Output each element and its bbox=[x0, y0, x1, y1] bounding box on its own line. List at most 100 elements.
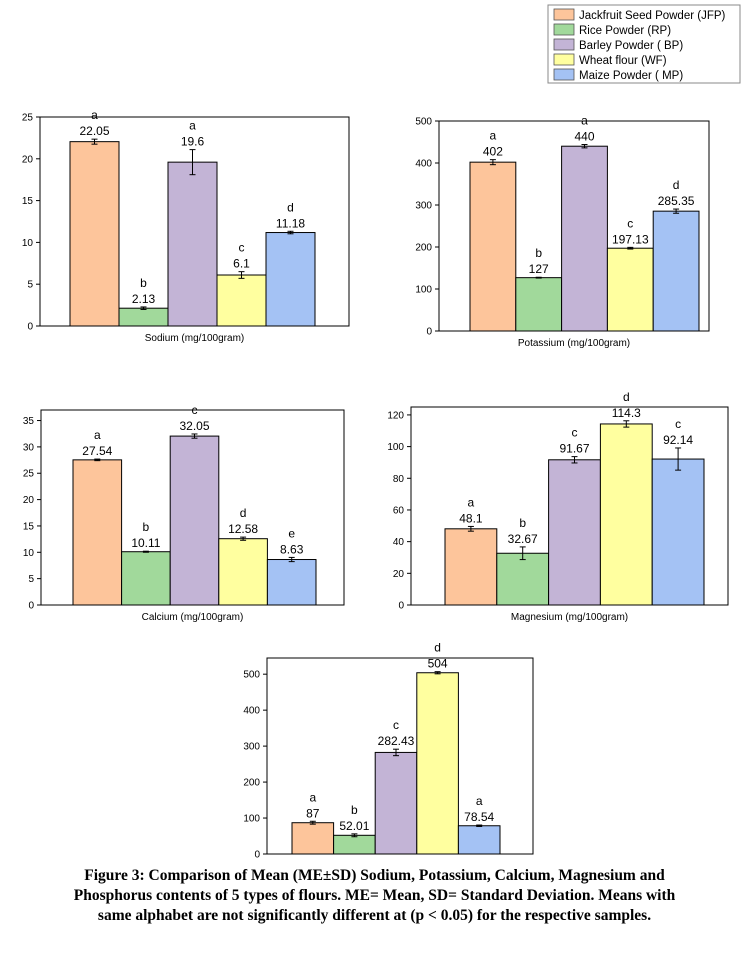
bar bbox=[607, 248, 653, 331]
y-tick-label: 400 bbox=[415, 159, 432, 170]
y-tick-label: 100 bbox=[415, 285, 432, 296]
y-tick-label: 300 bbox=[415, 201, 432, 212]
y-tick-label: 0 bbox=[27, 322, 33, 333]
x-axis-label: Calcium (mg/100gram) bbox=[142, 612, 244, 623]
bar bbox=[168, 162, 217, 326]
data-label: 92.14 bbox=[663, 433, 693, 447]
y-tick-label: 15 bbox=[23, 521, 35, 532]
significance-letter: c bbox=[239, 241, 245, 255]
caption-line-1: Figure 3: Comparison of Mean (ME±SD) Sod… bbox=[10, 866, 739, 886]
legend-label: Maize Powder ( MP) bbox=[579, 70, 683, 82]
legend-swatch bbox=[554, 9, 574, 20]
figure-caption: Figure 3: Comparison of Mean (ME±SD) Sod… bbox=[10, 866, 739, 926]
bar bbox=[292, 823, 334, 854]
significance-letter: c bbox=[192, 403, 198, 417]
y-tick-label: 20 bbox=[22, 154, 34, 165]
bar bbox=[562, 146, 608, 331]
bar bbox=[470, 162, 516, 331]
x-axis-label: Potassium (mg/100gram) bbox=[518, 338, 630, 349]
chart-panel: 010020030040050087a52.01b282.43c504d78.5… bbox=[243, 641, 533, 860]
bar bbox=[652, 459, 704, 605]
y-tick-label: 0 bbox=[398, 601, 404, 612]
significance-letter: d bbox=[434, 641, 441, 655]
bar bbox=[334, 835, 376, 854]
chart-panel: 0 5 10 15 20 25 30 35 27.54 a 10.11 b 32.05 c 12.58 d 8.… bbox=[23, 403, 344, 623]
y-tick-label: 80 bbox=[393, 474, 405, 485]
y-tick-label: 500 bbox=[415, 117, 432, 128]
y-tick-label: 20 bbox=[393, 569, 405, 580]
bar bbox=[549, 460, 601, 605]
legend-label: Barley Powder ( BP) bbox=[579, 40, 683, 52]
y-tick-label: 35 bbox=[23, 416, 35, 427]
y-tick-label: 200 bbox=[243, 778, 260, 789]
y-tick-label: 0 bbox=[28, 601, 34, 612]
chart-panel: 0 20 40 60 80 100 120 48.1 a 32.67 b 91.67 c 114.3 d 92… bbox=[387, 390, 728, 623]
bar bbox=[653, 211, 699, 331]
significance-letter: a bbox=[581, 114, 588, 128]
data-label: 285.35 bbox=[658, 194, 695, 208]
data-label: 32.67 bbox=[508, 532, 538, 546]
bar bbox=[70, 142, 119, 326]
legend-swatch bbox=[554, 54, 574, 65]
y-tick-label: 25 bbox=[22, 113, 34, 124]
significance-letter: a bbox=[309, 790, 316, 804]
bar bbox=[516, 278, 562, 331]
bar bbox=[170, 436, 219, 605]
data-label: 6.1 bbox=[233, 257, 250, 271]
significance-letter: d bbox=[673, 178, 680, 192]
data-label: 2.13 bbox=[132, 292, 156, 306]
data-label: 114.3 bbox=[612, 406, 641, 420]
significance-letter: c bbox=[627, 216, 633, 230]
y-tick-label: 40 bbox=[393, 537, 405, 548]
y-tick-label: 25 bbox=[23, 469, 35, 480]
data-label: 402 bbox=[483, 145, 503, 159]
data-label: 10.11 bbox=[131, 536, 160, 550]
data-label: 32.05 bbox=[179, 419, 209, 433]
significance-letter: a bbox=[91, 108, 98, 122]
data-label: 27.54 bbox=[82, 444, 112, 458]
data-label: 91.67 bbox=[559, 442, 589, 456]
data-label: 87 bbox=[306, 806, 320, 820]
caption-line-2: Phosphorus contents of 5 types of flours… bbox=[10, 886, 739, 906]
y-tick-label: 200 bbox=[415, 243, 432, 254]
y-tick-label: 60 bbox=[393, 505, 405, 516]
charts: 051015202522.05a2.13b19.6a6.1c11.18dSodi… bbox=[22, 108, 728, 860]
bar bbox=[445, 529, 497, 605]
y-tick-label: 500 bbox=[243, 670, 260, 681]
bar bbox=[266, 233, 315, 326]
significance-letter: a bbox=[468, 495, 475, 509]
bar bbox=[497, 553, 549, 605]
bar bbox=[119, 308, 168, 326]
significance-letter: c bbox=[675, 417, 681, 431]
y-tick-label: 30 bbox=[23, 442, 35, 453]
legend-label: Wheat flour (WF) bbox=[579, 55, 667, 67]
data-label: 197.13 bbox=[612, 232, 649, 246]
data-label: 52.01 bbox=[339, 819, 369, 833]
significance-letter: a bbox=[476, 794, 483, 808]
bar bbox=[600, 424, 652, 605]
data-label: 127 bbox=[529, 262, 549, 276]
data-label: 11.18 bbox=[276, 216, 305, 230]
significance-letter: b bbox=[351, 803, 358, 817]
chart-panel: 0 100 200 300 400 500 402 a 127 b 440 a 197.13 c 285.3… bbox=[415, 114, 709, 349]
data-label: 504 bbox=[428, 657, 448, 671]
y-tick-label: 120 bbox=[387, 410, 404, 421]
bar bbox=[219, 539, 268, 605]
significance-letter: b bbox=[140, 276, 147, 290]
bar bbox=[73, 460, 122, 605]
significance-letter: a bbox=[94, 428, 101, 442]
legend-label: Rice Powder (RP) bbox=[579, 25, 671, 37]
significance-letter: c bbox=[393, 718, 399, 732]
data-label: 48.1 bbox=[459, 511, 483, 525]
bar bbox=[375, 752, 417, 854]
significance-letter: d bbox=[623, 390, 630, 404]
data-label: 78.54 bbox=[464, 810, 494, 824]
legend-swatch bbox=[554, 39, 574, 50]
y-tick-label: 0 bbox=[426, 327, 432, 338]
legend-label: Jackfruit Seed Powder (JFP) bbox=[579, 10, 726, 22]
y-tick-label: 300 bbox=[243, 742, 260, 753]
y-tick-label: 5 bbox=[28, 574, 34, 585]
y-tick-label: 20 bbox=[23, 495, 35, 506]
data-label: 19.6 bbox=[181, 135, 205, 149]
significance-letter: a bbox=[490, 129, 497, 143]
